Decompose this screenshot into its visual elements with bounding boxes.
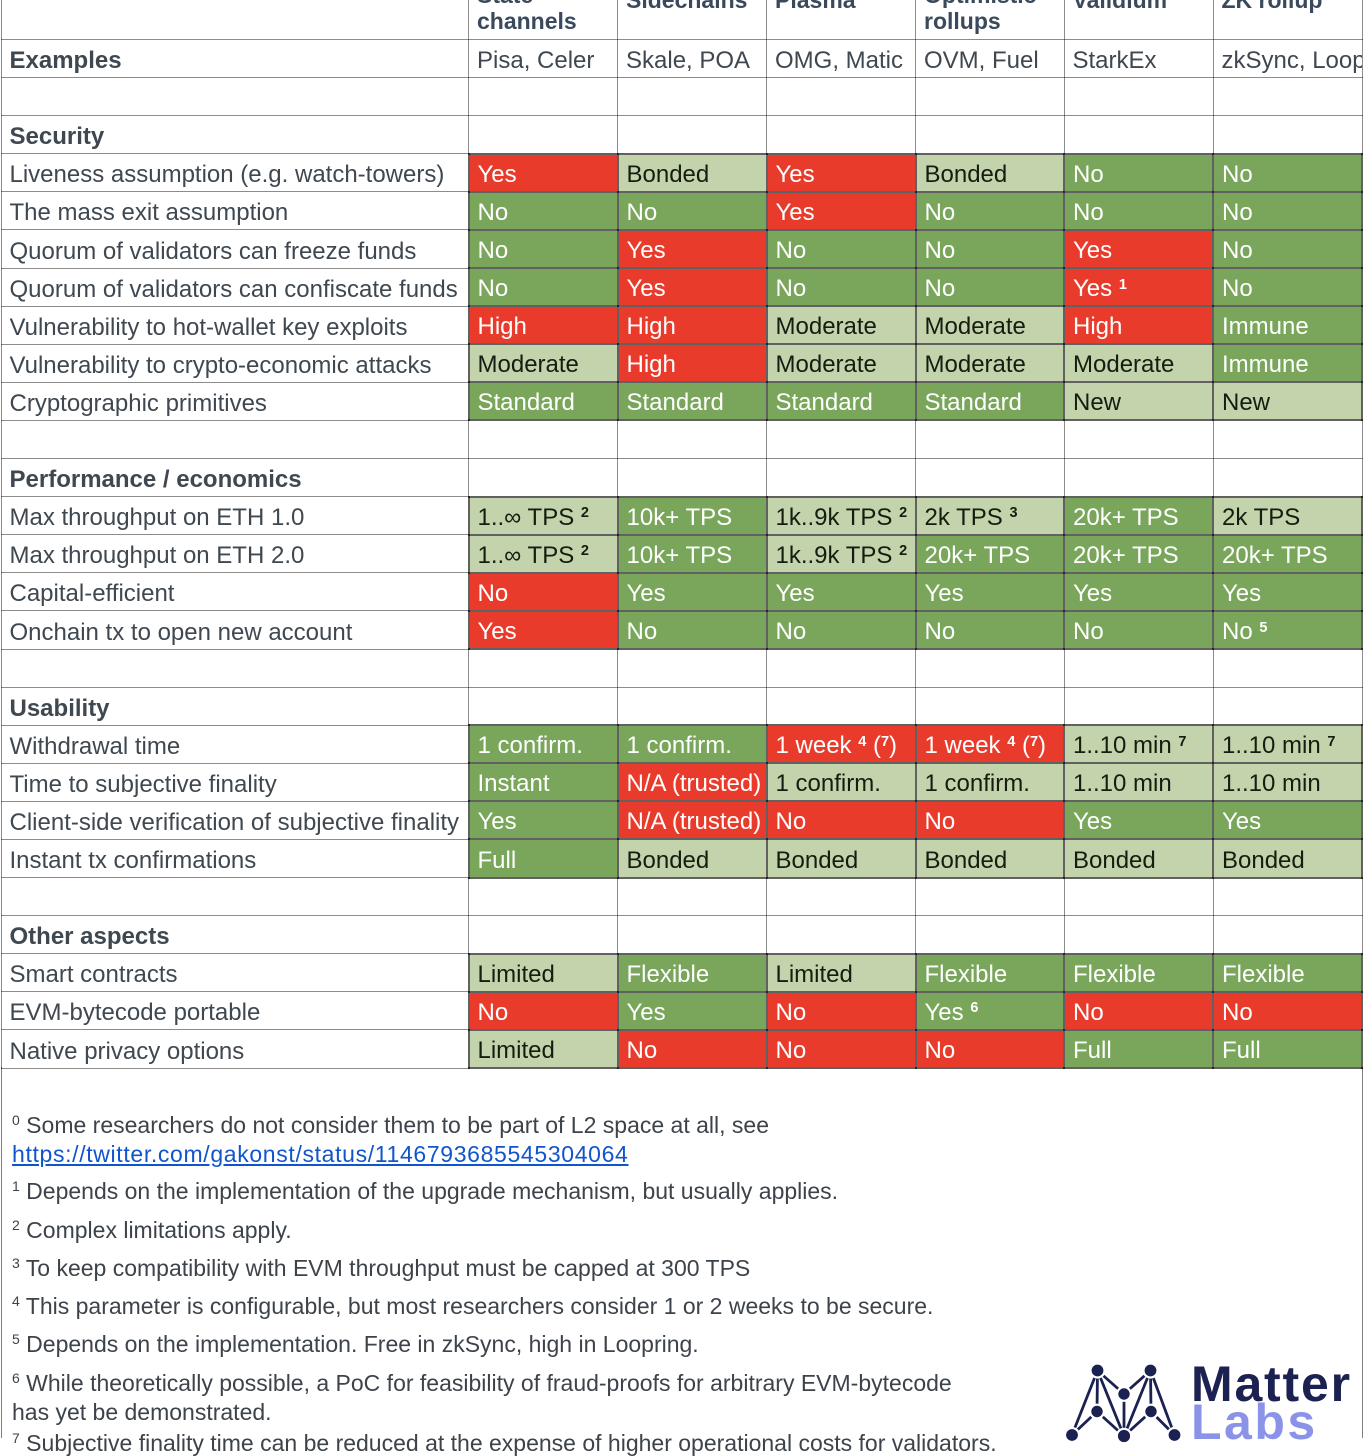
svg-text:Matter: Matter: [1191, 1356, 1352, 1412]
svg-text:Labs: Labs: [1191, 1394, 1318, 1446]
